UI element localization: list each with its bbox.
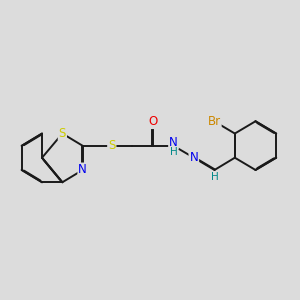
Text: S: S: [108, 139, 116, 152]
Text: N: N: [169, 136, 178, 149]
Text: N: N: [189, 151, 198, 164]
Text: Br: Br: [208, 115, 221, 128]
Text: S: S: [59, 127, 66, 140]
Text: N: N: [78, 164, 87, 176]
Text: O: O: [148, 115, 158, 128]
Text: H: H: [169, 147, 177, 157]
Text: H: H: [211, 172, 218, 182]
